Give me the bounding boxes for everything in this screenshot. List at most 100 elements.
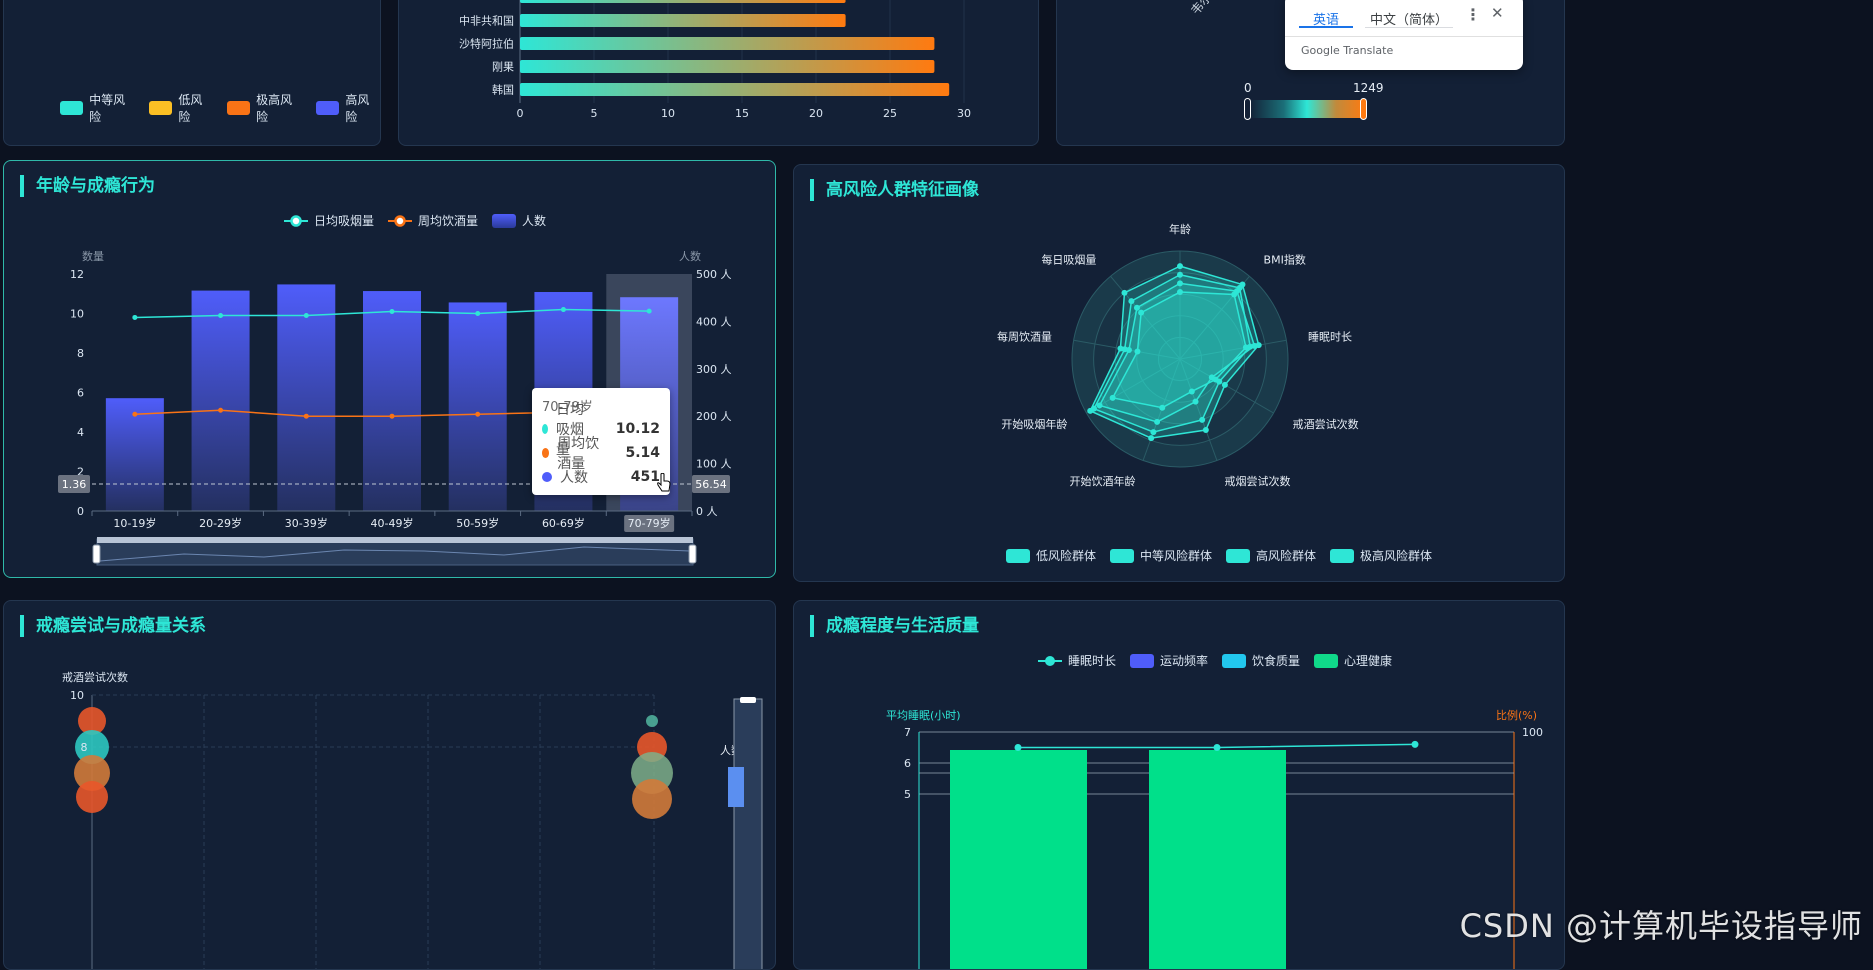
radar-point[interactable]: [1222, 382, 1228, 388]
legend-swatch: [316, 101, 339, 115]
population-bar[interactable]: [363, 291, 421, 511]
visual-map-max-label: 1249: [1353, 81, 1384, 95]
line-point[interactable]: [390, 414, 395, 419]
legend-swatch: [227, 101, 250, 115]
bar[interactable]: [520, 14, 846, 27]
radar-point[interactable]: [1203, 427, 1209, 433]
line-point[interactable]: [218, 313, 223, 318]
quit-scatter-chart: 戒酒尝试次数108人数多: [4, 601, 776, 970]
bar[interactable]: [520, 37, 934, 50]
translate-tab-english[interactable]: 英语: [1299, 4, 1353, 28]
y-left-axis-title: 平均睡眠(小时): [886, 709, 961, 722]
category-label: 刚果: [492, 61, 514, 74]
sleep-point[interactable]: [1412, 741, 1419, 748]
y-left-tick-label: 12: [70, 268, 84, 281]
visual-map-handle[interactable]: [740, 697, 756, 703]
tooltip-series-label: 人数: [560, 467, 588, 487]
category-label: 沙特阿拉伯: [459, 37, 514, 51]
radar-point[interactable]: [1117, 345, 1123, 351]
radar-point[interactable]: [1148, 435, 1154, 441]
y-right-tick-label: 200 人: [696, 410, 732, 423]
radar-point[interactable]: [1239, 282, 1245, 288]
legend-swatch: [1110, 549, 1134, 563]
datazoom-right-handle[interactable]: [689, 545, 696, 563]
scatter-bubble[interactable]: [646, 715, 658, 727]
y-right-axis-title: 比例(%): [1496, 708, 1537, 722]
radar-indicator-label: 睡眠时长: [1308, 330, 1352, 343]
x-tick-label: 20: [809, 107, 823, 120]
line-point[interactable]: [132, 315, 137, 320]
x-tick-label: 70-79岁: [628, 516, 671, 530]
y-left-tick-label: 10: [70, 308, 84, 321]
risk-legend-item[interactable]: 中等风险: [60, 91, 135, 125]
y-left-tick-label: 7: [904, 726, 911, 739]
visual-map-min-handle[interactable]: [1244, 98, 1251, 120]
visual-map-max-handle[interactable]: [1360, 98, 1367, 120]
sleep-point[interactable]: [1214, 744, 1221, 751]
visual-map-gradient[interactable]: [1249, 100, 1365, 118]
radar-indicator-label: 戒酒尝试次数: [1293, 417, 1359, 431]
line-point[interactable]: [132, 412, 137, 417]
scatter-bubble[interactable]: [632, 779, 672, 819]
radar-legend-item[interactable]: 高风险群体: [1226, 547, 1316, 564]
line-point[interactable]: [647, 309, 652, 314]
mental-health-bar[interactable]: [1149, 750, 1286, 970]
line-point[interactable]: [475, 311, 480, 316]
line-point[interactable]: [218, 408, 223, 413]
radar-chart: 年龄BMI指数睡眠时长戒酒尝试次数戒烟尝试次数开始饮酒年龄开始吸烟年龄每周饮酒量…: [794, 165, 1565, 582]
radar-legend-item[interactable]: 极高风险群体: [1330, 547, 1432, 564]
legend-swatch: [1226, 549, 1250, 563]
radar-legend-item[interactable]: 中等风险群体: [1110, 547, 1212, 564]
bar[interactable]: [520, 60, 934, 73]
radar-point[interactable]: [1121, 290, 1127, 296]
datazoom-move-handle[interactable]: [97, 537, 693, 543]
age-combo-chart: 数量人数0246810120 人100 人200 人300 人400 人500 …: [4, 161, 776, 578]
line-point[interactable]: [304, 414, 309, 419]
sleep-point[interactable]: [1015, 744, 1022, 751]
risk-legend-item[interactable]: 低风险: [149, 91, 213, 125]
population-bar[interactable]: [277, 284, 335, 511]
x-tick-label: 30-39岁: [285, 516, 328, 530]
population-bar[interactable]: [449, 302, 507, 511]
radar-point[interactable]: [1256, 342, 1262, 348]
population-bar[interactable]: [192, 291, 250, 511]
scatter-bubble[interactable]: [76, 781, 108, 813]
radar-legend-item[interactable]: 低风险群体: [1006, 547, 1096, 564]
visual-map-bar[interactable]: [734, 699, 762, 970]
datazoom-left-handle[interactable]: [93, 545, 100, 563]
legend-swatch: [60, 101, 83, 115]
radar-point[interactable]: [1087, 408, 1093, 414]
translate-tab-chinese[interactable]: 中文（简体）: [1365, 4, 1453, 28]
legend-swatch: [1330, 549, 1354, 563]
line-point[interactable]: [390, 309, 395, 314]
risk-legend-item[interactable]: 极高风险: [227, 91, 302, 125]
radar-indicator-label: 每周饮酒量: [997, 329, 1052, 343]
more-vert-icon[interactable]: ⋮: [1465, 5, 1481, 24]
y-right-tick-label: 100 人: [696, 458, 732, 471]
risk-level-panel: 中等风险 低风险极高风险高风险: [3, 0, 381, 146]
radar-point[interactable]: [1177, 263, 1183, 269]
bar[interactable]: [520, 83, 949, 96]
legend-label: 极高风险群体: [1360, 547, 1432, 564]
close-icon[interactable]: ✕: [1491, 4, 1504, 22]
x-tick-label: 15: [735, 107, 749, 120]
radar-indicator-label: 年龄: [1169, 222, 1191, 236]
line-point[interactable]: [561, 307, 566, 312]
legend-label: 低风险: [178, 91, 213, 125]
radar-indicator-label: 开始吸烟年龄: [1001, 417, 1067, 431]
legend-label: 中等风险群体: [1140, 547, 1212, 564]
tooltip-marker: [542, 472, 552, 482]
mental-health-bar[interactable]: [950, 750, 1087, 970]
bar-partial[interactable]: [520, 0, 846, 3]
risk-legend-item[interactable]: 高风险: [316, 91, 380, 125]
line-point[interactable]: [475, 412, 480, 417]
y-tick-label: 10: [70, 689, 84, 702]
line-point[interactable]: [304, 313, 309, 318]
crosshair-left-label: 1.36: [62, 478, 87, 491]
tooltip-series: 人数: [542, 467, 588, 487]
category-label: 韩国: [492, 83, 514, 97]
